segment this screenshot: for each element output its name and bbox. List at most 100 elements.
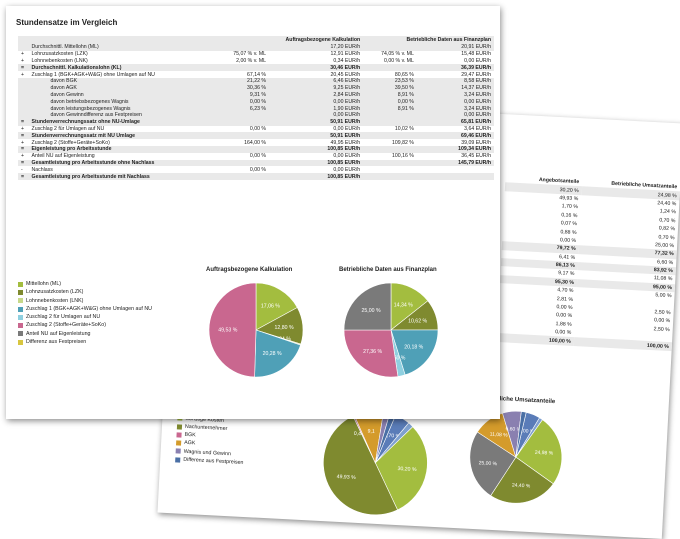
table-row: - Nachlass 0,00 % 0,00 EUR/h	[18, 166, 494, 173]
legend-swatch	[18, 289, 23, 295]
legend-swatch	[18, 323, 23, 329]
table-row: + Anteil NU auf Eigenleistung 0,00 % 0,00 E…	[18, 153, 494, 160]
row-value-kalkulation: 49,95 EUR/h	[330, 139, 361, 146]
legend-item: Mittellohn (ML)	[18, 280, 152, 288]
pie-slice-6	[343, 329, 399, 378]
table-row: + Zuschlag 2 für Umlagen auf NU 0,00 % 0,00…	[18, 126, 494, 133]
row-pct-finanzplan	[363, 173, 417, 180]
page-title: Stundensatze im Vergleich	[16, 18, 118, 27]
legend-swatch	[175, 457, 181, 463]
row-pct-finanzplan	[363, 145, 417, 153]
back-sheet: Angebotsanteile Betriebliche Umsatzantei…	[157, 97, 680, 539]
row-label: davon Gewinndifferenz aus Festpreisen	[28, 111, 204, 119]
row-value-kalkulation: 100,85 EUR/h	[269, 145, 364, 153]
row-pct-kalkulation: 9,31 %	[203, 91, 270, 99]
legend-label: Zuschlag 1 (BGK+AGK+W&G) ohne Umlagen au…	[26, 305, 153, 312]
row-sign	[18, 84, 29, 92]
row-label: Stundenverrechnungssatz ohne NU-Umlage	[28, 118, 204, 126]
row-pct-kalkulation: 0,00 %	[249, 125, 267, 132]
table-row: + Zuschlag 2 (Stoffe+Geräte+SoKo) 164,00 %…	[18, 139, 494, 146]
table-row: davon AGK 30,36 % 9,25 EUR/h 39,50 % 14,37 E…	[18, 84, 494, 92]
legend-label: Lohnnebenkosten (LNK)	[26, 297, 84, 304]
pie-value-label: 4,70 %	[384, 433, 401, 440]
row-value-kalkulation: 0,34 EUR/h	[333, 57, 361, 64]
table-row: = Gesamtleistung pro Arbeitsstunde ohne N…	[18, 159, 494, 167]
legend-swatch	[18, 281, 23, 287]
table-row: = Stundenverrechnungssatz ohne NU-Umlage 5…	[18, 118, 494, 126]
row-pct-kalkulation: 21,22 %	[203, 77, 270, 85]
row-sign: +	[21, 153, 25, 160]
row-value-finanzplan: 0,00 EUR/h	[416, 98, 494, 106]
row-pct-kalkulation	[203, 173, 270, 180]
row-value-kalkulation: 0,00 EUR/h	[333, 166, 361, 173]
row-pct-finanzplan	[363, 159, 417, 167]
row-label: Durchschnittl. Mittellohn (ML)	[28, 44, 204, 51]
pie-value-label: 14,34 %	[394, 302, 413, 308]
pie-value-label: 5,00 %	[519, 428, 535, 435]
pie-value-label: 25,00 %	[362, 308, 381, 314]
row-value-kalkulation: 30,46 EUR/h	[269, 64, 364, 72]
row-value-finanzplan: 3,24 EUR/h	[416, 105, 494, 112]
row-value-kalkulation: 6,46 EUR/h	[269, 77, 364, 85]
row-value-kalkulation: 0,00 EUR/h	[333, 153, 361, 160]
table-row: davon Gewinndifferenz aus Festpreisen 0,0…	[18, 111, 494, 119]
row-label: Nachlass	[31, 166, 53, 173]
row-sign: =	[18, 132, 29, 140]
legend-swatch	[175, 448, 181, 455]
row-value-finanzplan: 15,48 EUR/h	[461, 51, 491, 58]
legend-label: Mittellohn (ML)	[26, 281, 62, 287]
row-value-kalkulation: 1,90 EUR/h	[269, 105, 364, 112]
legend-item: Zuschlag 2 (Stoffe+Geräte+SoKo)	[18, 321, 152, 329]
row-sign	[18, 91, 29, 99]
front-legend: Mittellohn (ML) Lohnzusatzkosten (LZK) Loh…	[18, 280, 152, 346]
row-sign: +	[21, 57, 25, 64]
legend-item: Lohnnebenkosten (LNK)	[18, 297, 152, 305]
table-row: = Stundenverrechnungssatz mit NU Umlage 50…	[18, 132, 494, 140]
legend-label: Lohnzusatzkosten (LZK)	[26, 289, 84, 296]
pie-value-label: 24,40 %	[512, 482, 531, 489]
pie-value-label: 0,44 %	[354, 431, 371, 438]
table-row: = Durchschnittl. Kalkulationslohn (KL) 30,…	[18, 64, 494, 72]
legend-item: Zuschlag 2 für Umlagen auf NU	[18, 313, 152, 321]
chart-title-finanzplan: Betriebliche Daten aus Finanzplan	[339, 267, 437, 273]
row-pct-finanzplan	[363, 166, 417, 173]
finanzplan-pie-chart: 14,34 % 10,62 % 20,18 % 2,50 % 27,36 % 25,00 …	[343, 282, 439, 378]
row-sign: -	[21, 166, 23, 173]
row-pct-finanzplan: 74,05 % v. ML	[381, 51, 414, 58]
row-sign: +	[21, 125, 25, 132]
pie-value-label: 11,08 %	[490, 432, 509, 439]
legend-label: Anteil NU auf Eigenleistung	[26, 330, 91, 337]
row-label: davon AGK	[28, 84, 204, 92]
legend-item: Anteil NU auf Eigenleistung	[18, 330, 152, 338]
row-label: davon leistungsbezogenes Wagnis	[28, 105, 204, 112]
row-pct-finanzplan: 0,00 %	[363, 98, 417, 106]
legend-label: Zuschlag 2 (Stoffe+Geräte+SoKo)	[26, 322, 106, 329]
row-sign	[18, 105, 29, 112]
pie-value-label: 20,28 %	[263, 351, 282, 357]
pie-value-label: 27,36 %	[363, 349, 382, 355]
legend-swatch	[175, 440, 182, 446]
row-pct-kalkulation	[203, 111, 270, 119]
row-pct-finanzplan: 10,02 %	[394, 125, 414, 132]
row-pct-finanzplan: 100,16 %	[391, 153, 414, 160]
legend-swatch	[18, 314, 23, 320]
pie-slice-4	[490, 456, 554, 504]
row-pct-kalkulation	[203, 44, 270, 51]
row-pct-finanzplan: 0,00 % v. ML	[384, 57, 414, 64]
pie-slice-7	[343, 282, 392, 331]
row-label: Gesamtleistung pro Arbeitsstunde mit Nac…	[28, 173, 204, 180]
pie-slice-3	[515, 419, 563, 485]
legend-swatch	[18, 298, 23, 304]
legend-label: Zuschlag 2 für Umlagen auf NU	[26, 314, 101, 321]
row-pct-finanzplan: 39,50 %	[363, 84, 417, 92]
legend-label: Differenz aus Festpreisen	[26, 339, 87, 346]
pie-value-label: 6,60 %	[505, 426, 521, 433]
row-value-kalkulation: 50,91 EUR/h	[269, 118, 364, 126]
row-value-finanzplan: 8,58 EUR/h	[416, 77, 494, 85]
row-value-finanzplan: 29,47 EUR/h	[461, 71, 491, 78]
row-value-finanzplan	[417, 166, 494, 173]
row-value-kalkulation: 100,85 EUR/h	[269, 159, 364, 167]
table-row: = Gesamtleistung pro Arbeitsstunde mit Na…	[18, 173, 494, 180]
row-value-finanzplan: 109,34 EUR/h	[416, 145, 494, 153]
row-value-kalkulation: 12,91 EUR/h	[330, 51, 361, 58]
